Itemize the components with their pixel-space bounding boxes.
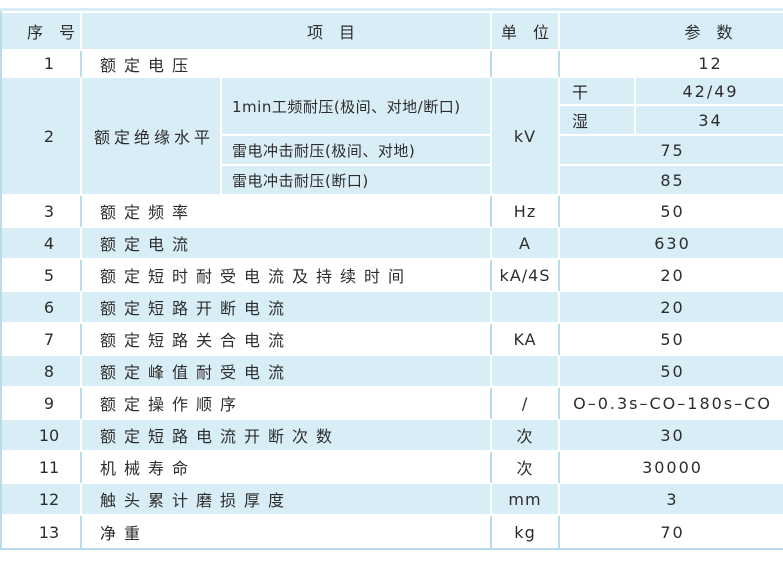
serial-cell: 8	[2, 356, 82, 388]
item-cell: 额定短路电流开断次数	[82, 420, 493, 452]
sub-item-power-freq: 1min工频耐压(极间、对地/断口)	[222, 78, 493, 136]
table-row-insulation: 2 额定绝缘水平 1min工频耐压(极间、对地/断口) kV 干 42/49	[2, 78, 783, 196]
serial-cell: 13	[2, 516, 82, 548]
serial-cell: 2	[2, 78, 82, 196]
unit-cell: kV	[492, 78, 561, 196]
value-cell: 50	[560, 196, 783, 228]
serial-cell: 1	[2, 51, 82, 78]
item-cell: 额定短路开断电流	[82, 292, 493, 324]
serial-cell: 11	[2, 452, 82, 484]
unit-cell: KA	[492, 324, 561, 356]
table-row-insulation: 湿 34	[2, 106, 783, 136]
header-row: 序 号 项 目 单 位 参 数	[2, 11, 783, 51]
value-cell: 12	[560, 51, 783, 78]
item-cell: 净重	[82, 516, 493, 548]
table-row-insulation: 雷电冲击耐压(断口) 85	[2, 166, 783, 196]
unit-cell: mm	[492, 484, 561, 516]
table-row: 13 净重 kg 70	[2, 516, 783, 548]
lightning-break-value-cell: 85	[560, 166, 783, 196]
serial-cell: 7	[2, 324, 82, 356]
item-cell: 额定电流	[82, 228, 493, 260]
value-cell: 20	[560, 292, 783, 324]
value-cell: 50	[560, 356, 783, 388]
table-row: 3 额定频率 Hz 50	[2, 196, 783, 228]
header-unit: 单 位	[492, 11, 561, 51]
unit-cell: /	[492, 388, 561, 420]
unit-cell	[492, 292, 561, 324]
serial-cell: 4	[2, 228, 82, 260]
sub-item-lightning-pole: 雷电冲击耐压(极间、对地)	[222, 136, 493, 166]
table-row: 6 额定短路开断电流 20	[2, 292, 783, 324]
table-row: 5 额定短时耐受电流及持续时间 kA/4S 20	[2, 260, 783, 292]
table-row: 11 机械寿命次 30000	[2, 452, 783, 484]
item-cell: 触头累计磨损厚度	[82, 484, 493, 516]
header-item: 项 目	[82, 11, 493, 51]
table-row: 1 额定电压 12	[2, 51, 783, 78]
value-cell: 30000	[560, 452, 783, 484]
unit-cell: kA/4S	[492, 260, 561, 292]
unit-cell: kg	[492, 516, 561, 548]
table-row-insulation: 雷电冲击耐压(极间、对地) 75	[2, 136, 783, 166]
table-row: 8 额定峰值耐受电流 50	[2, 356, 783, 388]
table-row: 9 额定操作顺序 / O–0.3s–CO–180s–CO	[2, 388, 783, 420]
unit-cell: 次	[492, 420, 561, 452]
unit-cell: A	[492, 228, 561, 260]
item-cell: 额定短路关合电流	[82, 324, 493, 356]
wet-value-cell: 34	[636, 106, 783, 136]
unit-cell: 次	[492, 452, 561, 484]
value-cell: 70	[560, 516, 783, 548]
sub-item-lightning-break: 雷电冲击耐压(断口)	[222, 166, 493, 196]
item-cell: 额定电压	[82, 51, 493, 78]
header-serial: 序 号	[2, 11, 82, 51]
item-cell: 额定短时耐受电流及持续时间	[82, 260, 493, 292]
unit-cell: Hz	[492, 196, 561, 228]
header-param: 参 数	[560, 11, 783, 51]
item-cell: 额定峰值耐受电流	[82, 356, 493, 388]
serial-cell: 5	[2, 260, 82, 292]
item-cell: 额定操作顺序	[82, 388, 493, 420]
serial-cell: 3	[2, 196, 82, 228]
value-cell: 20	[560, 260, 783, 292]
serial-cell: 9	[2, 388, 82, 420]
table-row: 4 额定电流 A 630	[2, 228, 783, 260]
table-row: 12 触头累计磨损厚度 mm 3	[2, 484, 783, 516]
value-cell: 630	[560, 228, 783, 260]
spec-table-body: 1 额定电压 12 2 额定绝缘水平 1min工频耐压(极间、对地/断口) kV…	[2, 51, 783, 548]
value-cell: 50	[560, 324, 783, 356]
unit-cell	[492, 51, 561, 78]
dry-label-cell: 干	[560, 78, 637, 106]
wet-label-cell: 湿	[560, 106, 637, 136]
serial-cell: 12	[2, 484, 82, 516]
spec-table-wrap: 序 号 项 目 单 位 参 数 1 额定电压 12 2 额定绝缘水平 1min工…	[0, 8, 783, 550]
serial-cell: 10	[2, 420, 82, 452]
value-cell: 3	[560, 484, 783, 516]
serial-cell: 6	[2, 292, 82, 324]
spec-table: 序 号 项 目 单 位 参 数 1 额定电压 12 2 额定绝缘水平 1min工…	[0, 11, 783, 550]
lightning-pole-value-cell: 75	[560, 136, 783, 166]
unit-cell	[492, 356, 561, 388]
value-cell: O–0.3s–CO–180s–CO	[560, 388, 783, 420]
item-cell: 机械寿命	[82, 452, 493, 484]
value-cell: 30	[560, 420, 783, 452]
item-cell: 额定频率	[82, 196, 493, 228]
table-row: 10 额定短路电流开断次数次 30	[2, 420, 783, 452]
table-row: 7 额定短路关合电流 KA 50	[2, 324, 783, 356]
item-cell: 额定绝缘水平	[82, 78, 222, 196]
dry-value-cell: 42/49	[636, 78, 783, 106]
